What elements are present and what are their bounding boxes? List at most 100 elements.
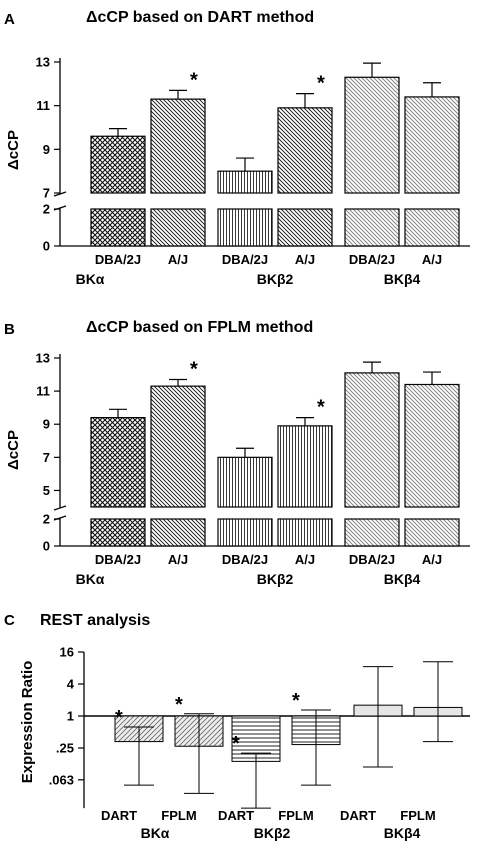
category-label: A/J	[168, 552, 188, 567]
axis-break-mark	[53, 515, 67, 521]
panel-a-y-axis-label: ΔcCP	[5, 130, 22, 170]
category-label: FPLM	[400, 808, 435, 823]
bar-lower-segment	[344, 208, 400, 247]
group-label: BKβ2	[257, 271, 294, 287]
category-label: A/J	[168, 252, 188, 267]
panel-b-category-labels: DBA/2J A/J DBA/2J A/J DBA/2J A/J	[95, 552, 442, 567]
bar-lower-segment	[150, 208, 206, 247]
axis-break	[50, 194, 474, 208]
bar	[404, 383, 460, 508]
panel-b: B ΔcCP based on FPLM method ΔcCP 0 2 5 7 9 11…	[4, 319, 474, 587]
bar-lower-segment	[404, 518, 460, 547]
bar	[404, 96, 460, 194]
significance-star: *	[190, 359, 198, 381]
category-label: DBA/2J	[222, 552, 268, 567]
bar	[344, 76, 400, 194]
category-label: FPLM	[278, 808, 313, 823]
bar	[277, 107, 333, 194]
bar-lower-segment	[404, 208, 460, 247]
category-label: DART	[101, 808, 137, 823]
bar	[217, 456, 273, 508]
significance-star: *	[317, 397, 325, 419]
bar-lower-segment	[217, 208, 273, 247]
axis-break	[50, 508, 474, 518]
category-label: A/J	[295, 252, 315, 267]
y-tick-label: 9	[43, 142, 50, 157]
bar-lower-segment	[90, 208, 146, 247]
group-label: BKβ2	[254, 825, 291, 841]
category-label: DBA/2J	[95, 552, 141, 567]
group-label: BKα	[141, 825, 170, 841]
panel-c-title: REST analysis	[40, 612, 150, 629]
panel-a-title: ΔcCP based on DART method	[86, 9, 314, 26]
category-label: FPLM	[161, 808, 196, 823]
panel-b-group-labels: BKα BKβ2 BKβ4	[76, 571, 421, 587]
panel-b-title: ΔcCP based on FPLM method	[86, 319, 313, 336]
y-tick-label: 9	[43, 417, 50, 432]
group-label: BKβ4	[384, 571, 421, 587]
bar	[217, 170, 273, 194]
significance-star: *	[175, 694, 183, 716]
bar-lower-segment	[277, 208, 333, 247]
group-label: BKβ4	[384, 825, 421, 841]
significance-star: *	[292, 690, 300, 712]
panel-a-bars: * *	[90, 62, 460, 247]
bar-lower-segment	[217, 518, 273, 547]
y-tick-label: 16	[60, 645, 74, 660]
category-label: DBA/2J	[349, 252, 395, 267]
bar	[150, 385, 206, 508]
y-tick-label: .25	[56, 741, 74, 756]
panel-b-letter: B	[4, 321, 15, 338]
bar	[90, 135, 146, 194]
y-tick-label: 11	[36, 98, 50, 113]
panel-c: C REST analysis Expression Ratio .063 .25…	[4, 612, 470, 841]
bar	[90, 417, 146, 508]
y-tick-label: 0	[43, 539, 50, 554]
category-label: A/J	[295, 552, 315, 567]
y-tick-label: 13	[36, 351, 50, 366]
axis-break-mark	[53, 205, 67, 211]
bar-lower-segment	[150, 518, 206, 547]
panel-a: A ΔcCP based on DART method ΔcCP 0 27 9 11 1…	[4, 9, 474, 287]
y-tick-label: 2	[43, 512, 50, 527]
panel-b-bars: **	[90, 359, 460, 547]
significance-star: *	[232, 733, 240, 755]
category-label: DBA/2J	[222, 252, 268, 267]
group-label: BKα	[76, 571, 105, 587]
bar	[150, 98, 206, 194]
category-label: DART	[218, 808, 254, 823]
bar	[344, 372, 400, 508]
panel-c-y-ticks: .063 .25 1 4 16	[49, 645, 84, 787]
y-tick-label: 7	[43, 186, 50, 201]
y-tick-label: 11	[36, 384, 50, 399]
category-label: DBA/2J	[95, 252, 141, 267]
bar	[277, 425, 333, 508]
bar-lower-segment	[344, 518, 400, 547]
panel-a-y-ticks: 0 27 9 11 13	[36, 55, 60, 254]
panel-b-y-axis-label: ΔcCP	[5, 430, 22, 470]
y-tick-label: 2	[43, 202, 50, 217]
group-label: BKβ4	[384, 271, 421, 287]
panel-b-y-ticks: 0 2 5 7 9 11 13	[36, 351, 60, 554]
significance-star: *	[190, 69, 198, 91]
group-label: BKα	[76, 271, 105, 287]
category-label: A/J	[422, 552, 442, 567]
panel-a-letter: A	[4, 11, 15, 28]
axis-break-mark	[53, 191, 67, 197]
y-tick-label: 0	[43, 239, 50, 254]
panel-c-letter: C	[4, 612, 15, 629]
group-label: BKβ2	[257, 571, 294, 587]
y-tick-label: 4	[67, 677, 75, 692]
y-tick-label: .063	[49, 772, 74, 787]
y-tick-label: 7	[43, 450, 50, 465]
panel-a-category-labels: DBA/2J A/J DBA/2J A/J DBA/2J A/J	[95, 252, 442, 267]
category-label: A/J	[422, 252, 442, 267]
panel-c-category-labels: DART FPLM DART FPLM DART FPLM	[101, 808, 436, 823]
panel-c-bars: * * * *	[114, 661, 463, 809]
bar-lower-segment	[90, 518, 146, 547]
significance-star: *	[317, 73, 325, 95]
y-tick-label: 5	[43, 483, 50, 498]
bar-lower-segment	[277, 518, 333, 547]
y-tick-label: 13	[36, 55, 50, 70]
